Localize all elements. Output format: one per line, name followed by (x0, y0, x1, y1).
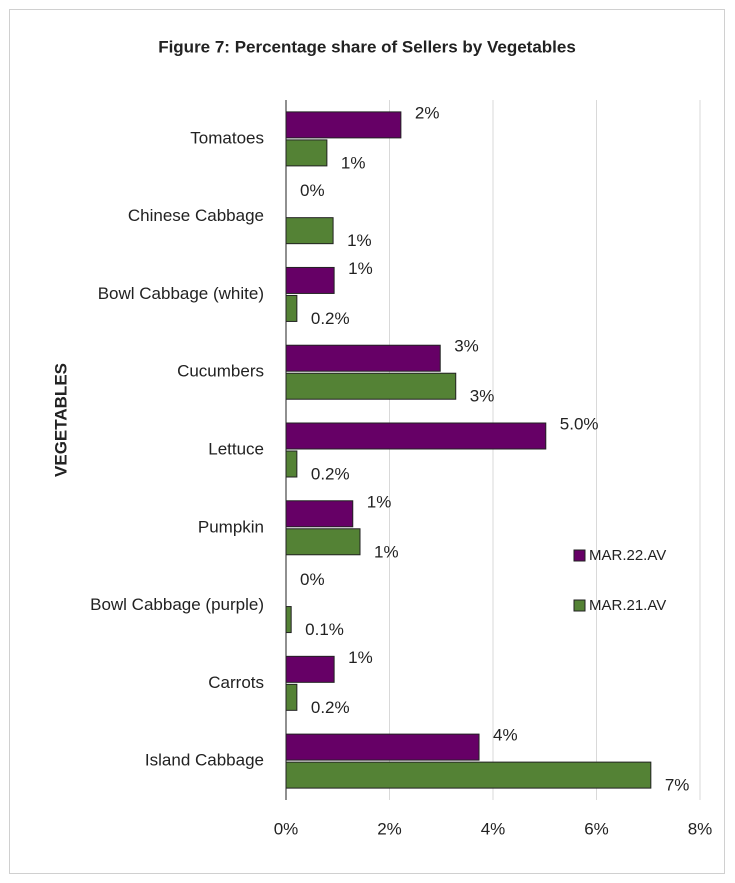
value-label: 3% (470, 387, 495, 406)
bar (285, 266, 335, 294)
bar (285, 500, 354, 528)
x-tick-label: 4% (481, 819, 506, 838)
bar (285, 528, 361, 556)
value-label: 4% (493, 726, 518, 745)
y-tick-label: Bowl Cabbage (white) (98, 284, 264, 303)
value-label: 2% (415, 103, 440, 122)
bar (285, 139, 328, 167)
value-label: 1% (367, 492, 392, 511)
value-label: 0.2% (311, 464, 350, 483)
value-label: 1% (347, 231, 372, 250)
value-label: 0.1% (305, 620, 344, 639)
bar (285, 761, 652, 789)
x-tick-label: 2% (377, 819, 402, 838)
x-tick-label: 8% (688, 819, 713, 838)
value-label: 1% (341, 153, 366, 172)
value-label: 0.2% (311, 309, 350, 328)
bar (285, 655, 335, 683)
value-label: 3% (454, 337, 479, 356)
x-tick-label: 6% (584, 819, 609, 838)
bar (285, 344, 441, 372)
value-label: 0% (300, 181, 325, 200)
bar (285, 372, 457, 400)
x-tick-label: 0% (274, 819, 299, 838)
bar (285, 422, 547, 450)
value-label: 1% (374, 542, 399, 561)
bar (285, 217, 334, 245)
y-tick-label: Island Cabbage (145, 751, 264, 770)
y-tick-label: Carrots (208, 673, 264, 692)
y-tick-label: Lettuce (208, 439, 264, 458)
y-tick-label: Pumpkin (198, 517, 264, 536)
value-label: 0.2% (311, 698, 350, 717)
value-label: 1% (348, 259, 373, 278)
value-label: 1% (348, 648, 373, 667)
legend-label: MAR.22.AV (589, 547, 666, 564)
y-tick-label: Tomatoes (190, 128, 264, 147)
legend-label: MAR.21.AV (589, 597, 666, 614)
y-tick-label: Chinese Cabbage (128, 206, 264, 225)
bar (285, 733, 480, 761)
bar (285, 683, 298, 711)
value-label: 0% (300, 570, 325, 589)
value-label: 7% (665, 776, 690, 795)
legend-swatch (573, 599, 586, 612)
value-label: 5.0% (560, 414, 599, 433)
legend-swatch (573, 549, 586, 562)
bar (285, 111, 402, 139)
y-tick-label: Cucumbers (177, 362, 264, 381)
y-tick-label: Bowl Cabbage (purple) (90, 595, 264, 614)
y-axis-title: VEGETABLES (51, 363, 70, 477)
bar (285, 450, 298, 478)
bar (285, 294, 298, 322)
bar (285, 606, 292, 634)
chart-title: Figure 7: Percentage share of Sellers by… (158, 37, 576, 56)
